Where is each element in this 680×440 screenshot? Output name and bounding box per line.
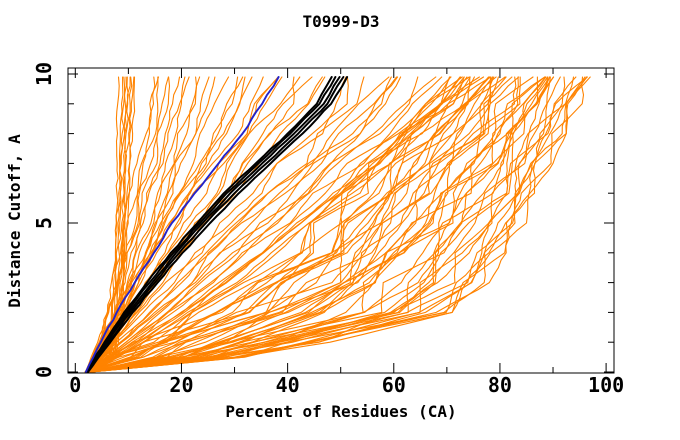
x-tick-label: 40	[276, 373, 300, 397]
model-curve-right-dense-bundle	[87, 76, 493, 373]
model-curve-right-dense-bundle	[90, 76, 585, 373]
plot-frame-and-ticks	[67, 67, 615, 374]
model-curve-right-dense-bundle	[90, 76, 588, 373]
model-curve-right-dense-bundle	[88, 76, 547, 373]
model-curve-right-dense-bundle	[89, 76, 561, 373]
model-curve-right-dense-bundle	[88, 76, 519, 373]
model-curve-black-model-1	[84, 76, 333, 373]
model-curve-right-dense-bundle	[87, 76, 494, 373]
model-curves-layer	[84, 76, 591, 373]
model-curve-right-dense-bundle	[87, 76, 513, 373]
model-curve-right-dense-bundle	[88, 76, 534, 373]
model-curve-steep-left-group	[86, 76, 171, 373]
model-curve-diagonal-group	[88, 76, 419, 373]
model-curve-black-model-5	[87, 76, 349, 373]
model-curve-right-dense-bundle	[90, 76, 586, 373]
x-tick-label: 0	[69, 373, 81, 397]
y-tick-label: 0	[32, 366, 56, 378]
y-axis-label: Distance Cutoff, A	[5, 134, 24, 308]
model-curve-diagonal-group	[89, 76, 451, 373]
model-curve-black-model-3	[86, 76, 341, 373]
model-curve-right-dense-bundle	[86, 76, 471, 373]
x-tick-label: 60	[382, 373, 406, 397]
model-curve-steep-left-group	[85, 76, 160, 373]
model-curve-right-dense-bundle	[85, 76, 475, 373]
model-curve-right-dense-bundle	[90, 76, 549, 373]
tick-labels-layer: 0 20 40 60 80 100 0 5 10	[32, 62, 624, 397]
model-curve-right-dense-bundle	[87, 76, 495, 373]
model-curve-right-dense-bundle	[90, 76, 591, 373]
model-curve-right-dense-bundle	[86, 76, 490, 373]
model-curve-black-model-4	[86, 76, 345, 373]
model-curve-mid-group	[85, 76, 244, 373]
model-curve-steep-left-group	[85, 76, 169, 373]
model-curve-right-dense-bundle	[86, 76, 465, 373]
model-curve-right-dense-bundle	[86, 76, 462, 373]
model-curve-right-dense-bundle	[87, 76, 506, 373]
model-curve-black-model-2	[85, 76, 337, 373]
model-curve-diagonal-group	[87, 76, 392, 373]
x-tick-label: 20	[169, 373, 193, 397]
model-curve-right-dense-bundle	[90, 76, 588, 373]
x-tick-label: 80	[488, 373, 512, 397]
model-curve-diagonal-group	[88, 76, 443, 373]
model-curve-right-dense-bundle	[88, 76, 549, 373]
model-curve-right-dense-bundle	[85, 76, 461, 373]
model-curve-right-dense-bundle	[89, 76, 551, 373]
model-curve-diagonal-group	[90, 76, 485, 373]
x-axis-label: Percent of Residues (CA)	[225, 402, 456, 421]
plot-title: T0999-D3	[302, 12, 379, 31]
model-curve-diagonal-group	[87, 76, 390, 373]
model-curve-blue-model	[84, 76, 280, 373]
model-curve-right-dense-bundle	[86, 76, 497, 373]
model-curve-diagonal-group	[87, 76, 398, 373]
model-curve-right-dense-bundle	[86, 76, 491, 373]
model-curve-right-dense-bundle	[89, 76, 566, 373]
model-curve-diagonal-group	[87, 76, 349, 373]
model-curve-right-dense-bundle	[88, 76, 546, 373]
x-tick-label: 100	[588, 373, 624, 397]
model-curve-right-dense-bundle	[85, 76, 471, 373]
model-curve-right-dense-bundle	[88, 76, 547, 373]
model-curve-diagonal-group	[86, 76, 347, 373]
y-tick-label: 5	[32, 217, 56, 229]
y-tick-label: 10	[32, 62, 56, 86]
model-curve-mid-group	[85, 76, 239, 373]
